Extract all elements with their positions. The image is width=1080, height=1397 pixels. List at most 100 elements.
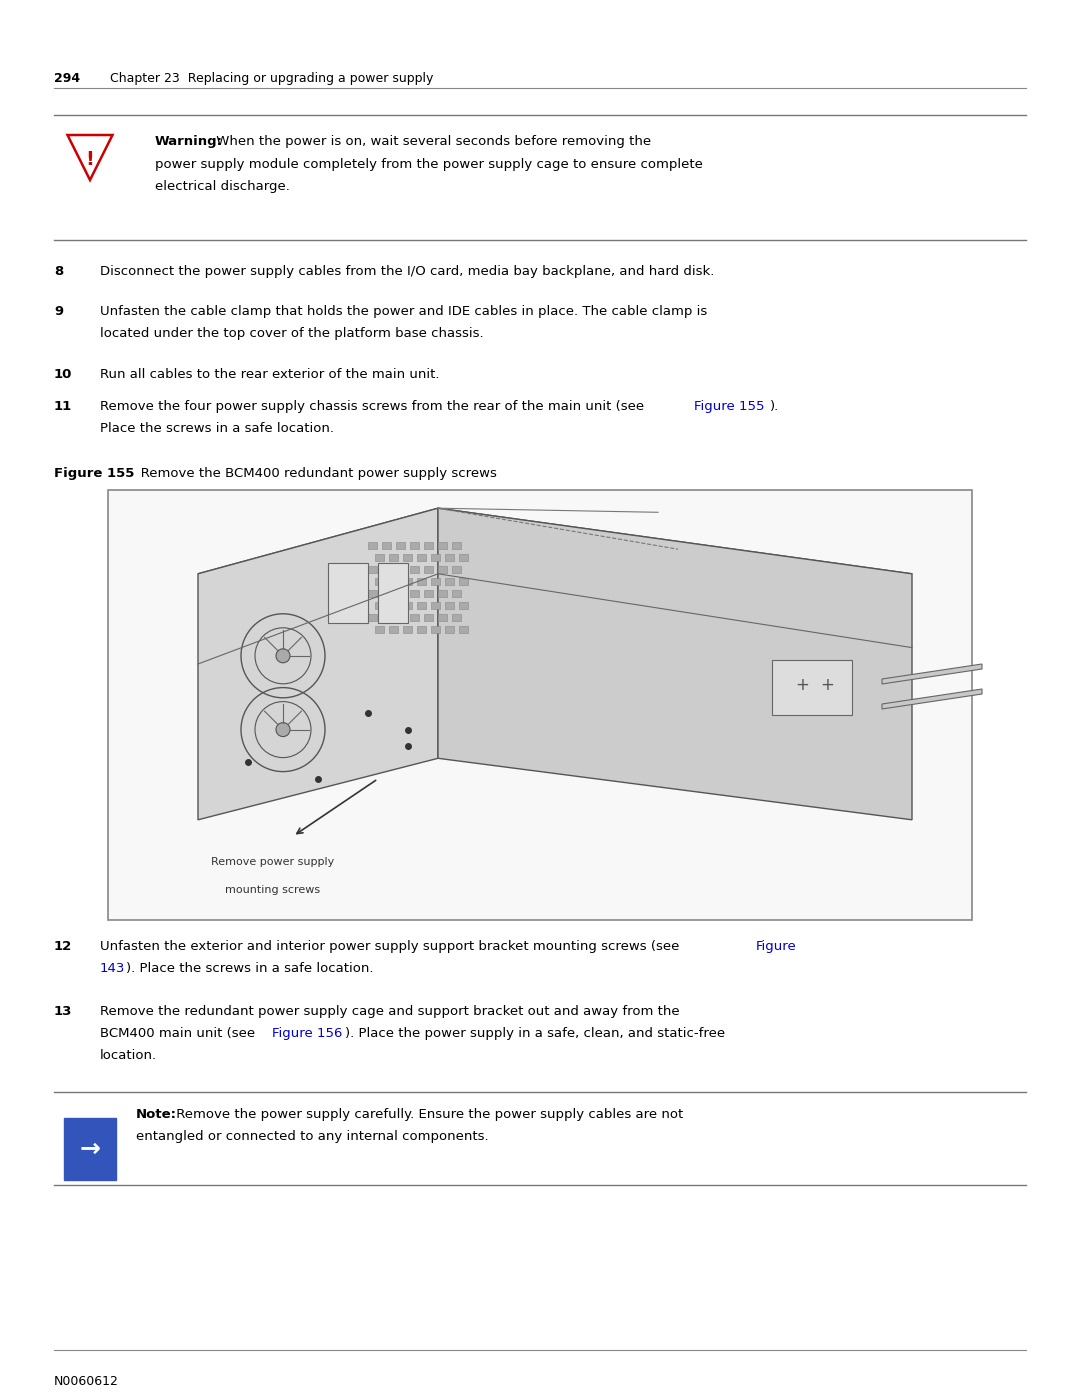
FancyBboxPatch shape [108, 490, 972, 921]
Bar [396, 542, 405, 549]
Bar [382, 542, 391, 549]
Text: location.: location. [100, 1049, 157, 1062]
Text: 12: 12 [54, 940, 72, 953]
Bar [403, 626, 411, 633]
Text: Disconnect the power supply cables from the I/O card, media bay backplane, and h: Disconnect the power supply cables from … [100, 265, 714, 278]
Bar [431, 555, 440, 562]
Text: +: + [820, 676, 834, 694]
Text: +: + [795, 676, 809, 694]
Bar [403, 555, 411, 562]
FancyBboxPatch shape [64, 1118, 116, 1180]
Bar [396, 566, 405, 573]
Bar [382, 566, 391, 573]
Text: Unfasten the exterior and interior power supply support bracket mounting screws : Unfasten the exterior and interior power… [100, 940, 684, 953]
Text: ). Place the screws in a safe location.: ). Place the screws in a safe location. [126, 963, 374, 975]
Text: N0060612: N0060612 [54, 1375, 119, 1389]
Bar [459, 555, 468, 562]
Bar [445, 602, 454, 609]
Text: Run all cables to the rear exterior of the main unit.: Run all cables to the rear exterior of t… [100, 367, 440, 381]
Bar [410, 590, 419, 597]
Bar [772, 659, 852, 715]
Bar [375, 578, 384, 585]
Bar [431, 626, 440, 633]
Bar [368, 566, 377, 573]
Bar [417, 602, 426, 609]
Bar [459, 602, 468, 609]
Bar [445, 578, 454, 585]
Text: !: ! [85, 151, 94, 169]
Text: Figure: Figure [756, 940, 797, 953]
Bar [375, 626, 384, 633]
Bar [445, 555, 454, 562]
Text: electrical discharge.: electrical discharge. [156, 180, 289, 193]
Text: 294: 294 [54, 73, 80, 85]
Bar [438, 615, 447, 622]
Bar [396, 590, 405, 597]
Text: 13: 13 [54, 1004, 72, 1018]
Bar [424, 566, 433, 573]
Bar [438, 566, 447, 573]
Bar [410, 542, 419, 549]
Bar [424, 590, 433, 597]
Text: located under the top cover of the platform base chassis.: located under the top cover of the platf… [100, 327, 484, 339]
Bar [417, 555, 426, 562]
Circle shape [276, 648, 291, 662]
Text: Remove power supply: Remove power supply [212, 856, 335, 866]
Bar [368, 590, 377, 597]
Bar [417, 626, 426, 633]
Text: Warning:: Warning: [156, 136, 222, 148]
Bar [445, 626, 454, 633]
Text: entangled or connected to any internal components.: entangled or connected to any internal c… [136, 1130, 488, 1143]
Bar [368, 615, 377, 622]
Text: ). Place the power supply in a safe, clean, and static-free: ). Place the power supply in a safe, cle… [345, 1027, 725, 1039]
Bar [453, 542, 461, 549]
Bar [459, 578, 468, 585]
Bar [396, 615, 405, 622]
Bar [375, 555, 384, 562]
Bar [389, 626, 399, 633]
Bar [453, 590, 461, 597]
Bar [410, 615, 419, 622]
Text: When the power is on, wait several seconds before removing the: When the power is on, wait several secon… [212, 136, 651, 148]
Text: power supply module completely from the power supply cage to ensure complete: power supply module completely from the … [156, 158, 703, 170]
Polygon shape [438, 509, 912, 820]
Text: Figure 156: Figure 156 [272, 1027, 342, 1039]
Bar [438, 590, 447, 597]
Bar [453, 566, 461, 573]
Text: Figure 155: Figure 155 [694, 400, 765, 414]
Text: 10: 10 [54, 367, 72, 381]
Bar [438, 542, 447, 549]
Bar [410, 566, 419, 573]
Bar [431, 602, 440, 609]
Text: Note:: Note: [136, 1108, 177, 1120]
Bar [378, 563, 408, 623]
Polygon shape [882, 664, 982, 685]
Text: mounting screws: mounting screws [226, 886, 321, 895]
Text: 9: 9 [54, 305, 63, 319]
Bar [403, 578, 411, 585]
Bar [382, 590, 391, 597]
Bar [368, 542, 377, 549]
Text: Remove the power supply carefully. Ensure the power supply cables are not: Remove the power supply carefully. Ensur… [172, 1108, 684, 1120]
Text: Chapter 23  Replacing or upgrading a power supply: Chapter 23 Replacing or upgrading a powe… [110, 73, 433, 85]
Polygon shape [198, 509, 912, 640]
Text: Remove the BCM400 redundant power supply screws: Remove the BCM400 redundant power supply… [129, 467, 497, 481]
Bar [389, 578, 399, 585]
Bar [424, 542, 433, 549]
Bar [403, 602, 411, 609]
Bar [453, 615, 461, 622]
Circle shape [276, 722, 291, 736]
Bar [424, 615, 433, 622]
Bar [328, 563, 368, 623]
Text: 11: 11 [54, 400, 72, 414]
Text: Place the screws in a safe location.: Place the screws in a safe location. [100, 422, 334, 434]
Text: 143: 143 [100, 963, 125, 975]
Bar [459, 626, 468, 633]
Bar [382, 615, 391, 622]
Polygon shape [882, 689, 982, 710]
Text: Remove the redundant power supply cage and support bracket out and away from the: Remove the redundant power supply cage a… [100, 1004, 679, 1018]
Bar [375, 602, 384, 609]
Bar [389, 602, 399, 609]
Text: →: → [80, 1137, 100, 1161]
Text: BCM400 main unit (see: BCM400 main unit (see [100, 1027, 259, 1039]
